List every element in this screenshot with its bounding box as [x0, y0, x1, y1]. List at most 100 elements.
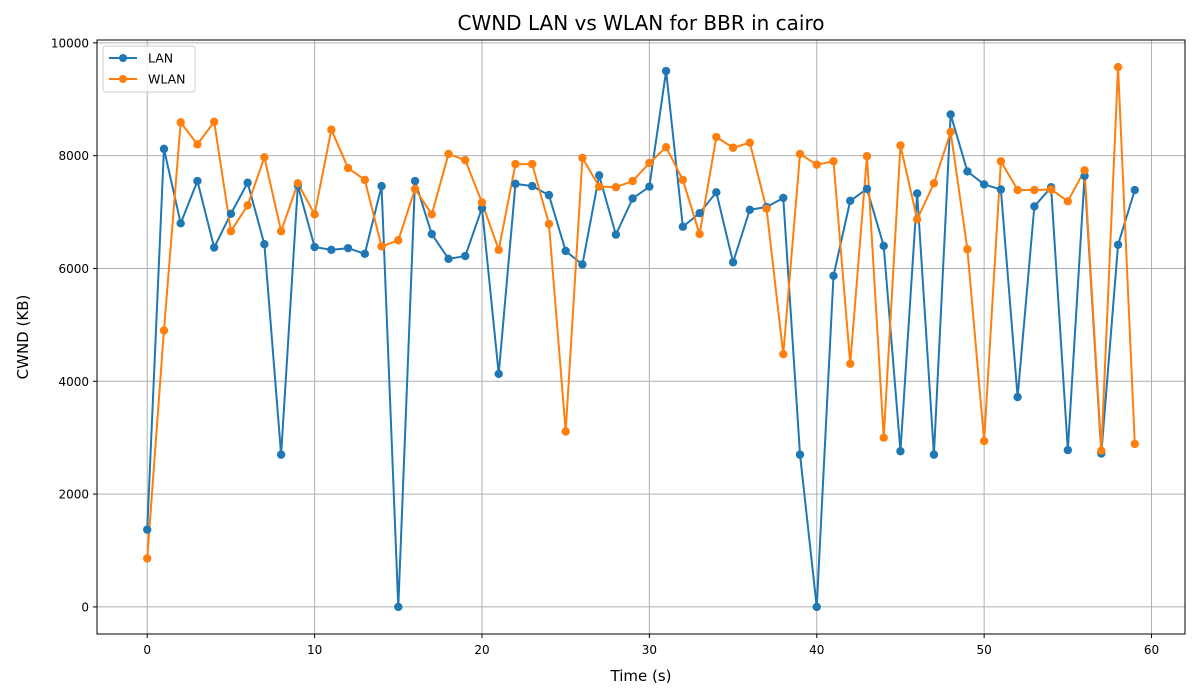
data-point-lan	[779, 193, 788, 203]
data-point-lan	[862, 184, 872, 194]
data-point-wlan	[896, 141, 905, 150]
data-point-lan	[929, 450, 939, 459]
data-point-wlan	[628, 176, 637, 186]
data-point-wlan	[611, 183, 621, 192]
data-point-wlan	[528, 159, 537, 169]
x-tick-label: 40	[809, 643, 824, 657]
data-point-wlan	[511, 159, 520, 169]
x-tick-label: 0	[143, 643, 151, 657]
data-point-wlan	[226, 227, 236, 236]
data-point-wlan	[1030, 185, 1039, 195]
data-point-wlan	[979, 436, 989, 446]
data-point-wlan	[260, 153, 269, 162]
data-point-lan	[996, 185, 1006, 194]
data-point-wlan	[461, 155, 470, 165]
data-point-lan	[276, 450, 286, 459]
data-point-lan	[695, 208, 704, 218]
data-point-lan	[561, 246, 570, 256]
data-point-wlan	[779, 350, 788, 359]
data-point-lan	[879, 241, 888, 251]
data-point-lan	[795, 450, 805, 459]
x-axis-label: Time (s)	[610, 667, 672, 685]
data-point-lan	[226, 209, 236, 218]
data-point-wlan	[862, 152, 872, 161]
data-point-lan	[1130, 185, 1139, 195]
legend-marker-wlan	[119, 75, 127, 83]
series-markers	[143, 62, 1139, 612]
data-point-lan	[528, 181, 537, 191]
data-point-wlan	[427, 210, 436, 219]
x-tick-label: 60	[1144, 643, 1159, 657]
data-point-wlan	[410, 184, 420, 194]
data-point-lan	[260, 240, 269, 249]
data-point-lan	[645, 182, 654, 191]
data-point-lan	[394, 602, 403, 612]
data-point-lan	[963, 167, 972, 176]
data-point-lan	[628, 194, 637, 203]
data-point-wlan	[394, 236, 403, 245]
data-point-wlan	[1113, 62, 1123, 72]
data-point-wlan	[1013, 185, 1022, 195]
plot-area-frame	[96, 39, 1186, 635]
data-point-lan	[728, 258, 738, 267]
data-point-wlan	[578, 153, 587, 163]
data-point-lan	[176, 219, 185, 228]
data-point-wlan	[143, 554, 152, 563]
data-point-wlan	[1046, 185, 1056, 194]
data-point-lan	[896, 447, 905, 456]
data-point-lan	[829, 271, 838, 280]
data-point-wlan	[1063, 197, 1073, 206]
data-point-wlan	[829, 157, 838, 166]
data-point-wlan	[812, 160, 821, 169]
data-point-lan	[745, 205, 754, 214]
data-point-lan	[494, 369, 503, 379]
legend-label-lan: LAN	[148, 51, 173, 66]
data-point-lan	[410, 176, 420, 186]
data-point-wlan	[209, 117, 219, 126]
data-point-wlan	[762, 204, 771, 213]
data-point-lan	[310, 242, 319, 252]
x-tick-label: 30	[642, 643, 657, 657]
data-point-wlan	[712, 132, 721, 142]
y-axis-label: CWND (KB)	[14, 295, 32, 380]
data-point-lan	[979, 180, 989, 189]
data-point-wlan	[343, 163, 353, 173]
data-point-lan	[343, 243, 353, 253]
data-point-wlan	[327, 125, 336, 134]
data-point-wlan	[929, 179, 939, 188]
data-point-wlan	[1080, 166, 1089, 175]
y-tick-label: 2000	[58, 488, 89, 502]
data-point-wlan	[293, 179, 303, 188]
legend-marker-lan	[119, 54, 127, 62]
data-point-wlan	[1097, 446, 1106, 455]
x-tick-label: 20	[474, 643, 489, 657]
data-point-lan	[678, 222, 688, 231]
data-point-lan	[209, 243, 219, 252]
data-point-lan	[578, 260, 587, 269]
data-point-lan	[444, 254, 453, 264]
data-point-wlan	[912, 215, 922, 224]
data-point-wlan	[846, 359, 855, 368]
data-point-wlan	[276, 227, 286, 236]
data-point-lan	[611, 230, 621, 239]
data-point-wlan	[594, 182, 604, 191]
y-tick-label: 10000	[51, 36, 89, 50]
data-point-wlan	[678, 175, 688, 185]
data-point-wlan	[745, 138, 754, 147]
data-point-lan	[594, 171, 604, 180]
data-point-wlan	[444, 149, 453, 159]
data-point-wlan	[377, 242, 386, 251]
data-point-wlan	[494, 245, 503, 255]
data-point-lan	[327, 245, 336, 255]
data-point-lan	[1063, 445, 1073, 455]
grid-lines	[97, 40, 1185, 634]
data-point-lan	[846, 196, 855, 205]
data-point-lan	[912, 189, 922, 198]
data-point-wlan	[159, 326, 169, 335]
chart-title: CWND LAN vs WLAN for BBR in cairo	[457, 11, 824, 35]
data-point-wlan	[243, 201, 252, 210]
data-point-wlan	[1130, 439, 1139, 449]
data-point-lan	[812, 602, 821, 612]
data-point-lan	[1013, 392, 1022, 402]
